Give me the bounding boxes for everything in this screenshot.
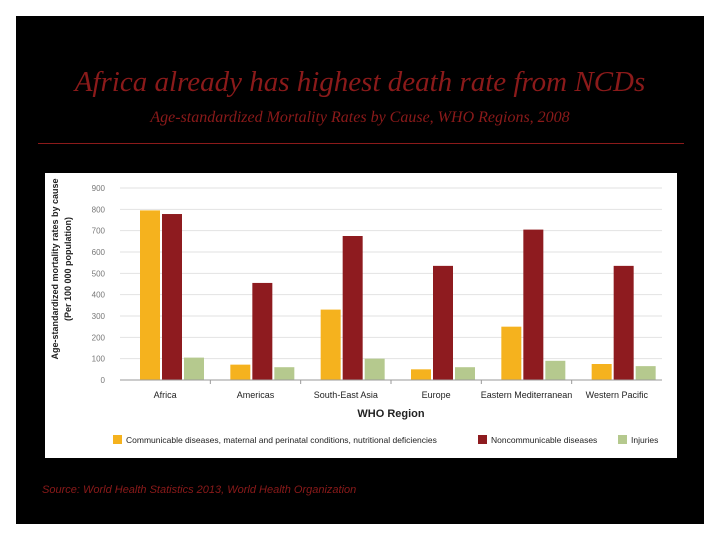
bar — [523, 229, 544, 380]
bar — [501, 326, 522, 380]
bar — [140, 210, 160, 380]
bar — [635, 366, 656, 380]
x-tick-label: South-East Asia — [314, 390, 378, 400]
y-tick-label: 700 — [92, 227, 106, 236]
y-axis-label-units: (Per 100 000 population) — [63, 217, 73, 321]
bar — [230, 364, 251, 380]
bar — [411, 369, 431, 380]
y-tick-label: 600 — [92, 248, 106, 257]
bar — [433, 265, 453, 380]
x-tick-label: Western Pacific — [586, 390, 649, 400]
y-tick-label: 300 — [92, 312, 106, 321]
y-tick-label: 900 — [92, 184, 106, 193]
bar — [545, 360, 566, 380]
x-tick-label: Eastern Mediterranean — [481, 390, 573, 400]
legend-label: Noncommunicable diseases — [491, 435, 597, 445]
x-tick-labels: Africa Americas South-East Asia Europe Easte… — [154, 380, 649, 400]
y-tick-label: 500 — [92, 269, 106, 278]
slide: Africa already has highest death rate fr… — [16, 16, 704, 524]
bars — [140, 210, 656, 380]
legend-swatch — [478, 435, 487, 444]
y-tick-label: 400 — [92, 291, 106, 300]
y-tick-label: 200 — [92, 333, 106, 342]
bar — [364, 358, 385, 380]
bar-chart: 0 100 200 300 400 500 600 700 800 900 Africa Ameri… — [50, 178, 662, 445]
bar — [252, 282, 273, 380]
y-tick-label: 800 — [92, 205, 106, 214]
x-axis-label: WHO Region — [357, 408, 424, 420]
bar — [455, 367, 475, 380]
grid-layer — [120, 187, 662, 360]
title-divider — [38, 143, 684, 144]
y-tick-label: 0 — [101, 376, 106, 385]
bar — [274, 367, 295, 380]
bar — [162, 214, 182, 380]
y-axis-label: Age-standardized mortality rates by caus… — [50, 178, 60, 359]
legend: Communicable diseases, maternal and peri… — [113, 435, 658, 445]
chart-panel: 0 100 200 300 400 500 600 700 800 900 Africa Ameri… — [45, 173, 677, 458]
bar — [613, 265, 634, 380]
legend-swatch — [618, 435, 627, 444]
bar — [342, 236, 363, 380]
y-tick-label: 100 — [92, 355, 106, 364]
bar — [184, 357, 204, 380]
x-tick-label: Africa — [154, 390, 177, 400]
slide-subtitle: Age-standardized Mortality Rates by Caus… — [150, 109, 570, 126]
bar — [591, 364, 612, 380]
legend-swatch — [113, 435, 122, 444]
x-tick-label: Americas — [237, 390, 275, 400]
bar — [320, 309, 341, 380]
legend-label: Injuries — [631, 435, 658, 445]
y-tick-labels: 0 100 200 300 400 500 600 700 800 900 — [92, 184, 106, 385]
slide-title: Africa already has highest death rate fr… — [74, 66, 646, 98]
source-note: Source: World Health Statistics 2013, Wo… — [42, 484, 357, 496]
legend-label: Communicable diseases, maternal and peri… — [126, 435, 437, 445]
x-tick-label: Europe — [422, 390, 451, 400]
